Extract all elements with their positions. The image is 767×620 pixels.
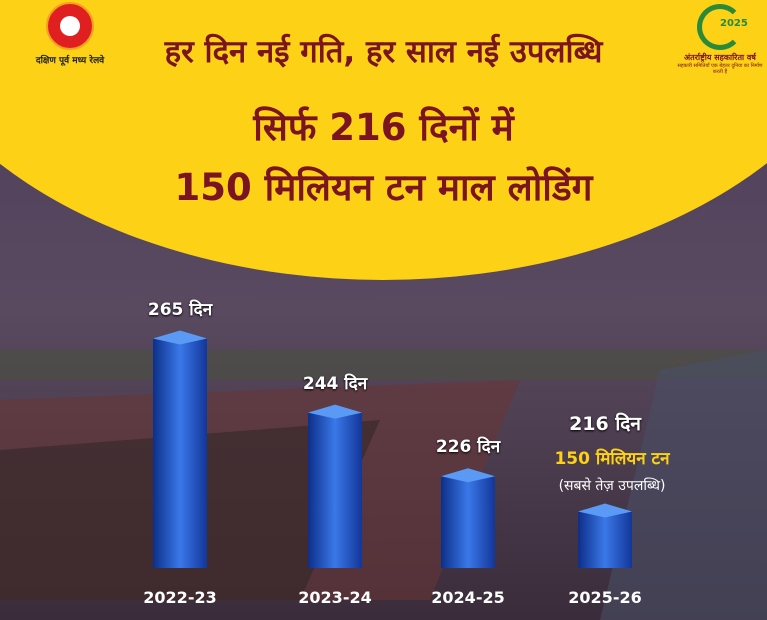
data-label: 244 दिन [302, 373, 368, 394]
bar-top [308, 404, 362, 419]
bar [153, 338, 207, 568]
cooperative-ring-icon [697, 4, 743, 50]
note-annotation: (सबसे तेज़ उपलब्धि) [558, 478, 666, 494]
bar-top [441, 468, 495, 483]
title-line-2: 150 मिलियन टन माल लोडिंग [174, 166, 593, 209]
logo-tagline: सहकारी समितियाँ एक बेहतर दुनिया का निर्म… [677, 63, 763, 75]
bar [441, 476, 495, 568]
bar-2024-25 [441, 468, 495, 568]
x-tick-label: 2022-23 [143, 588, 217, 607]
title-line-1: सिर्फ 216 दिनों में [253, 106, 514, 149]
logo-year: 2025 [720, 18, 748, 29]
headline: हर दिन नई गति, हर साल नई उपलब्धि [164, 34, 603, 70]
bar [308, 412, 362, 568]
bar-top [153, 330, 207, 345]
cooperative-year-logo: 2025 अंतर्राष्ट्रीय सहकारिता वर्ष सहकारी… [676, 4, 764, 75]
bar-2022-23 [153, 330, 207, 568]
railway-logo: दक्षिण पूर्व मध्य रेलवे [22, 2, 118, 66]
data-label: 216 दिन [569, 413, 641, 435]
railway-caption: दक्षिण पूर्व मध्य रेलवे [35, 56, 105, 66]
header-banner [0, 0, 767, 280]
bar-2023-24 [308, 404, 362, 568]
bar [578, 511, 632, 568]
railway-seal-icon [46, 2, 94, 50]
data-label: 226 दिन [435, 437, 501, 458]
x-tick-label: 2025-26 [568, 588, 642, 607]
x-tick-label: 2024-25 [431, 588, 505, 607]
data-label: 265 दिन [147, 299, 213, 320]
highlight-annotation: 150 मिलियन टन [554, 449, 670, 469]
x-tick-label: 2023-24 [298, 588, 372, 607]
logo-caption: अंतर्राष्ट्रीय सहकारिता वर्ष [684, 53, 756, 62]
bar-top [578, 503, 632, 518]
bar-2025-26 [578, 503, 632, 568]
